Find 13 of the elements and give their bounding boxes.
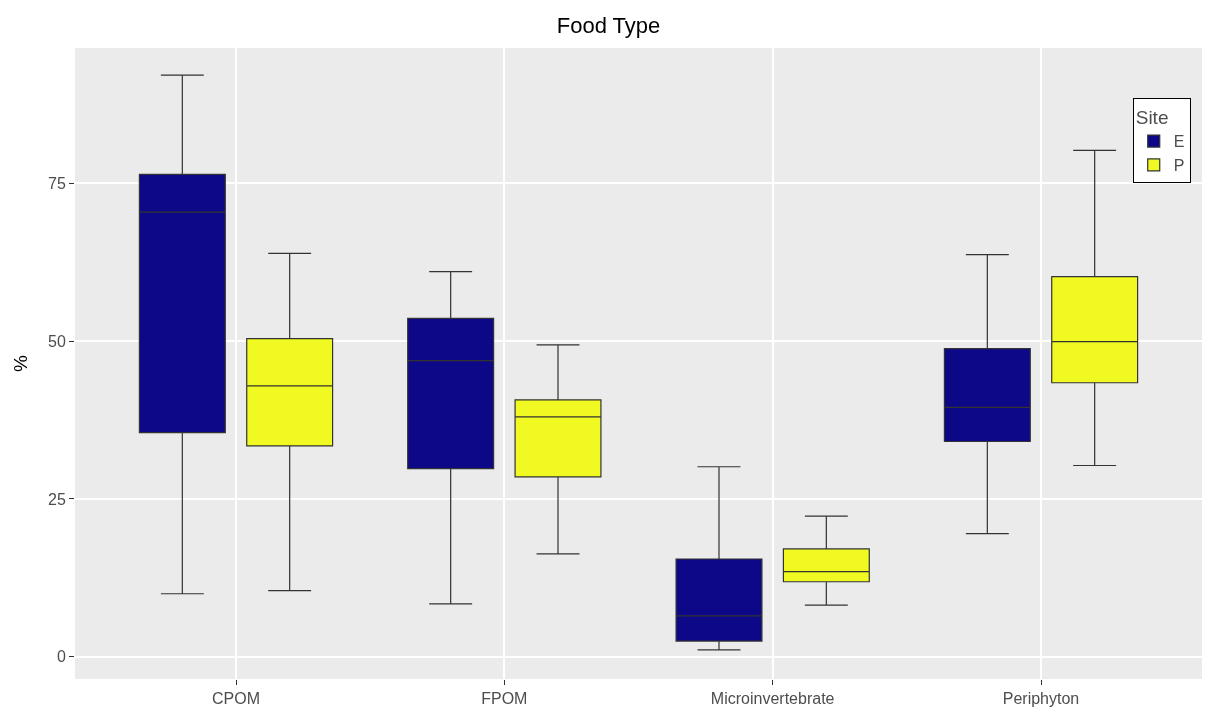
x-tick-label: CPOM	[212, 690, 260, 708]
y-axis-title: %	[9, 354, 31, 372]
legend-label: E	[1173, 133, 1185, 151]
x-tick-label: Microinvertebrate	[710, 690, 835, 708]
x-tick-label: Periphyton	[1002, 690, 1080, 708]
legend-label: P	[1173, 157, 1185, 175]
chart-title: Food Type	[556, 13, 661, 39]
x-tick-label: FPOM	[481, 690, 528, 708]
y-tick-label: 50	[48, 332, 66, 350]
y-tick-label: 0	[56, 648, 66, 666]
y-tick-label: 75	[48, 174, 66, 192]
y-tick-label: 25	[48, 490, 66, 508]
legend-title: Site	[1135, 107, 1169, 129]
